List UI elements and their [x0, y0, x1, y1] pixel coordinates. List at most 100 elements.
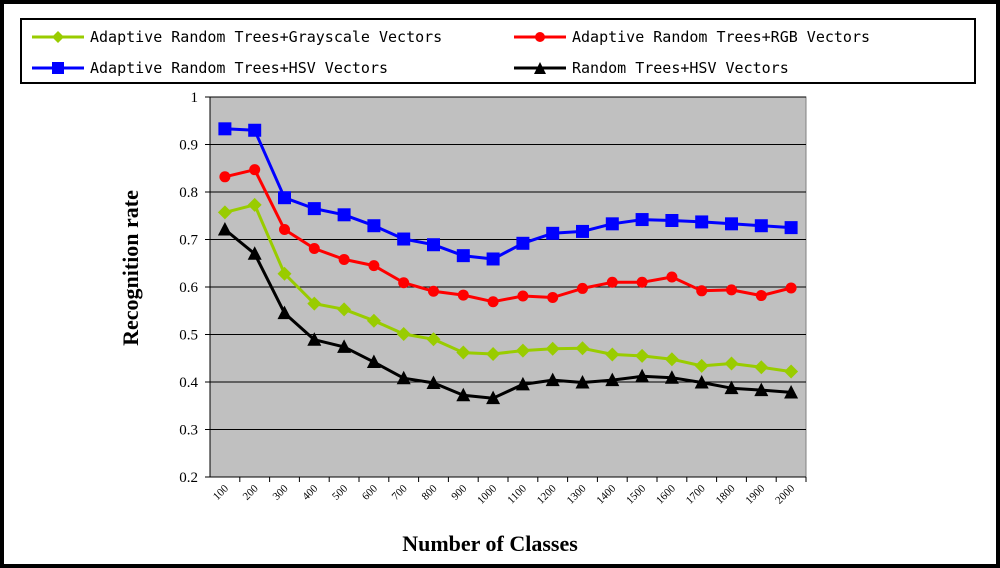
- data-point-rgb: [755, 290, 767, 302]
- data-point-grayscale: [635, 348, 650, 363]
- y-axis-title: Recognition rate: [118, 190, 143, 346]
- x-axis-title: Number of Classes: [402, 531, 578, 556]
- data-point-random-trees: [515, 376, 530, 391]
- x-tick-label: 1500: [624, 482, 648, 506]
- data-point-grayscale: [724, 356, 739, 371]
- y-tick-label: 0.4: [179, 375, 198, 391]
- data-point-random-trees: [456, 387, 471, 402]
- data-point-random-trees: [545, 372, 560, 387]
- x-tick-label: 1200: [535, 482, 559, 506]
- data-point-grayscale: [754, 360, 769, 375]
- data-point-random-trees: [396, 370, 411, 385]
- data-point-rgb: [487, 296, 499, 308]
- data-point-hsv: [695, 215, 709, 229]
- x-tick-label: 1800: [714, 482, 738, 506]
- legend-item-hsv: Adaptive Random Trees+HSV Vectors: [30, 57, 388, 79]
- data-point-rgb: [368, 260, 380, 272]
- legend-label-random-trees: Random Trees+HSV Vectors: [572, 59, 789, 77]
- data-point-hsv: [337, 208, 351, 222]
- x-tick-label: 1000: [475, 482, 499, 506]
- data-point-hsv: [367, 219, 381, 233]
- x-tick-label: 700: [390, 482, 411, 503]
- data-point-hsv: [784, 221, 798, 235]
- x-tick-label: 400: [300, 482, 321, 503]
- data-point-grayscale: [277, 266, 292, 281]
- data-point-hsv: [754, 219, 768, 233]
- data-point-random-trees: [664, 370, 679, 384]
- data-point-rgb: [279, 224, 290, 236]
- x-tick-label: 1100: [505, 482, 529, 506]
- data-point-hsv: [635, 213, 649, 227]
- y-tick-label: 0.7: [179, 233, 198, 249]
- data-point-hsv: [427, 238, 440, 252]
- data-point-random-trees: [605, 372, 620, 387]
- legend-swatch-hsv: [32, 62, 84, 74]
- data-point-grayscale: [307, 296, 322, 311]
- legend: Adaptive Random Trees+Grayscale Vectors …: [20, 18, 976, 84]
- data-point-grayscale: [605, 347, 620, 362]
- data-point-rgb: [726, 284, 737, 296]
- x-tick-label: 1900: [743, 482, 767, 506]
- data-point-random-trees: [366, 354, 381, 369]
- data-point-hsv: [278, 191, 291, 205]
- data-point-hsv: [218, 122, 232, 136]
- data-point-rgb: [338, 253, 350, 265]
- data-point-hsv: [307, 202, 321, 216]
- data-point-hsv: [725, 217, 738, 231]
- data-point-rgb: [249, 164, 261, 176]
- data-point-random-trees: [754, 382, 769, 397]
- data-point-grayscale: [337, 302, 352, 317]
- data-point-grayscale: [575, 341, 590, 356]
- legend-item-grayscale: Adaptive Random Trees+Grayscale Vectors: [30, 26, 442, 48]
- data-point-hsv: [516, 236, 530, 250]
- x-tick-label: 200: [241, 482, 262, 503]
- data-point-hsv: [576, 224, 589, 238]
- data-point-grayscale: [784, 364, 799, 379]
- data-point-random-trees: [784, 384, 799, 399]
- data-point-hsv: [605, 217, 619, 231]
- x-tick-label: 100: [211, 482, 232, 503]
- x-tick-label: 1700: [684, 482, 708, 506]
- data-point-hsv: [248, 123, 262, 137]
- data-point-rgb: [457, 289, 469, 301]
- y-tick-label: 0.6: [179, 280, 198, 296]
- legend-swatch-random-trees: [514, 62, 566, 74]
- data-point-hsv: [397, 232, 411, 246]
- data-point-random-trees: [694, 374, 709, 389]
- data-point-rgb: [547, 291, 559, 303]
- data-point-rgb: [308, 243, 320, 255]
- data-point-rgb: [517, 290, 529, 302]
- data-point-hsv: [456, 249, 470, 263]
- data-point-grayscale: [217, 205, 232, 220]
- legend-label-hsv: Adaptive Random Trees+HSV Vectors: [90, 59, 389, 77]
- x-tick-label: 1300: [565, 482, 589, 506]
- data-point-rgb: [785, 282, 797, 294]
- data-point-grayscale: [396, 327, 411, 342]
- y-tick-label: 0.9: [179, 138, 198, 154]
- data-point-rgb: [606, 276, 618, 288]
- data-point-rgb: [219, 171, 231, 183]
- x-tick-label: 2000: [773, 482, 797, 506]
- data-point-grayscale: [366, 313, 381, 328]
- data-point-random-trees: [247, 246, 262, 260]
- legend-item-random-trees: Random Trees+HSV Vectors: [512, 57, 789, 79]
- data-point-hsv: [486, 252, 500, 266]
- data-point-random-trees: [635, 368, 650, 383]
- data-point-rgb: [577, 282, 588, 294]
- legend-label-rgb: Adaptive Random Trees+RGB Vectors: [572, 28, 871, 46]
- x-tick-label: 900: [449, 482, 470, 503]
- y-tick-label: 0.3: [179, 423, 198, 439]
- data-point-random-trees: [277, 305, 292, 320]
- data-point-grayscale: [515, 343, 530, 358]
- data-point-hsv: [665, 214, 679, 227]
- legend-swatch-rgb: [514, 32, 566, 42]
- y-tick-label: 1: [191, 90, 199, 106]
- data-point-random-trees: [426, 375, 441, 389]
- legend-label-grayscale: Adaptive Random Trees+Grayscale Vectors: [90, 28, 443, 46]
- legend-item-rgb: Adaptive Random Trees+RGB Vectors: [512, 26, 870, 48]
- data-point-random-trees: [486, 390, 501, 405]
- data-point-random-trees: [337, 339, 352, 353]
- series-line-random-trees: [223, 228, 792, 400]
- data-point-grayscale: [545, 341, 560, 356]
